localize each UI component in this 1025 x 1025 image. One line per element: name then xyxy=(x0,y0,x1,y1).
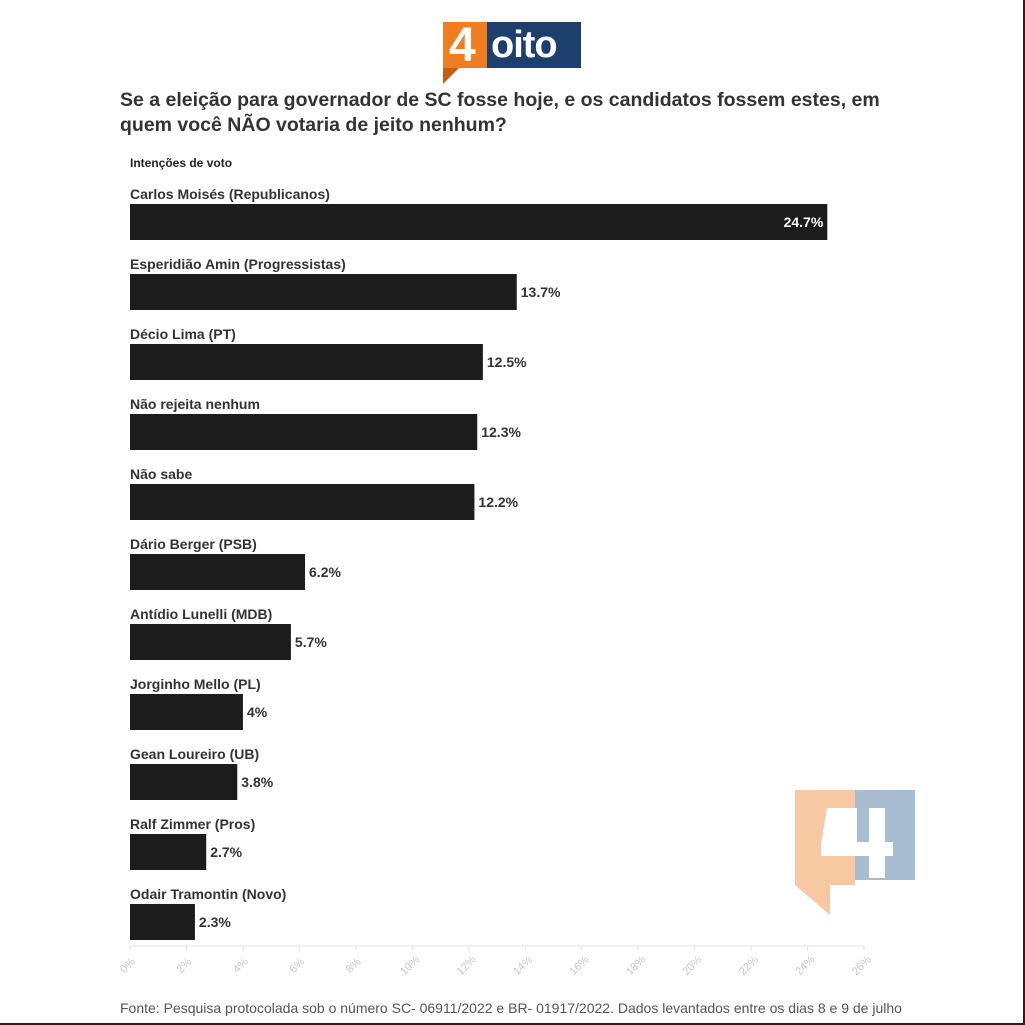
category-label: Dário Berger (PSB) xyxy=(130,536,257,552)
category-label: Carlos Moisés (Republicanos) xyxy=(130,186,330,202)
chart-subtitle: Intenções de voto xyxy=(130,156,233,170)
x-tick-label: 12% xyxy=(455,954,479,978)
brand-logo: 4 oito xyxy=(443,19,581,84)
x-tick-label: 8% xyxy=(344,956,364,976)
watermark-tail xyxy=(795,885,830,915)
logo-word: oito xyxy=(491,24,558,66)
x-tick-label: 16% xyxy=(568,954,592,978)
bar xyxy=(130,904,195,940)
watermark-logo xyxy=(795,790,915,915)
data-label: 4% xyxy=(247,704,268,720)
logo-number: 4 xyxy=(449,19,476,72)
x-tick-label: 20% xyxy=(680,954,704,978)
data-label: 24.7% xyxy=(784,214,824,230)
data-label: 6.2% xyxy=(309,564,341,580)
x-tick-label: 22% xyxy=(737,954,761,978)
x-tick-label: 2% xyxy=(174,956,194,976)
data-label: 3.8% xyxy=(241,774,273,790)
category-label: Jorginho Mello (PL) xyxy=(130,676,261,692)
data-label: 12.3% xyxy=(481,424,521,440)
x-tick-label: 26% xyxy=(850,954,874,978)
bar xyxy=(130,554,306,590)
x-tick-label: 10% xyxy=(398,954,422,978)
x-tick-label: 0% xyxy=(118,956,138,976)
category-label: Gean Loureiro (UB) xyxy=(130,746,259,762)
x-tick-label: 6% xyxy=(287,956,307,976)
data-label: 12.5% xyxy=(487,354,527,370)
chart-title: Se a eleição para governador de SC fosse… xyxy=(120,89,880,136)
data-label: 2.7% xyxy=(210,844,242,860)
bar xyxy=(130,344,483,380)
data-label: 5.7% xyxy=(295,634,327,650)
data-label: 12.2% xyxy=(478,494,518,510)
bar xyxy=(130,834,207,870)
logo-orange-block xyxy=(443,22,487,68)
bar xyxy=(130,624,291,660)
bar xyxy=(130,694,243,730)
x-tick-label: 24% xyxy=(793,954,817,978)
bar xyxy=(130,764,238,800)
category-label: Antídio Lunelli (MDB) xyxy=(130,606,272,622)
data-label: 2.3% xyxy=(199,914,231,930)
x-tick-label: 4% xyxy=(231,956,251,976)
bar xyxy=(130,484,475,520)
watermark-number xyxy=(821,808,893,878)
category-label: Ralf Zimmer (Pros) xyxy=(130,816,255,832)
category-label: Esperidião Amin (Progressistas) xyxy=(130,256,346,272)
bar xyxy=(130,204,828,240)
bar xyxy=(130,414,478,450)
bar xyxy=(130,274,517,310)
logo-blue-block xyxy=(487,22,581,68)
category-label: Não sabe xyxy=(130,466,192,482)
category-label: Odair Tramontin (Novo) xyxy=(130,886,286,902)
x-tick-label: 14% xyxy=(511,954,535,978)
category-label: Não rejeita nenhum xyxy=(130,396,260,412)
data-label: 13.7% xyxy=(521,284,561,300)
category-label: Décio Lima (PT) xyxy=(130,326,236,342)
x-tick-label: 18% xyxy=(624,954,648,978)
logo-tail xyxy=(443,68,459,84)
source-note: Fonte: Pesquisa protocolada sob o número… xyxy=(120,1000,902,1016)
